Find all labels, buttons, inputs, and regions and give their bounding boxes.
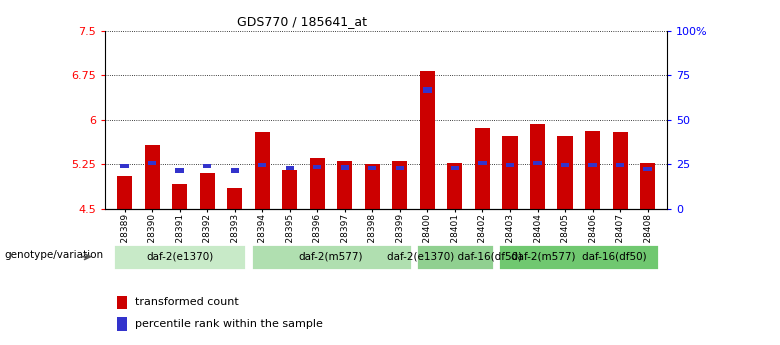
FancyBboxPatch shape <box>498 244 659 270</box>
FancyBboxPatch shape <box>250 244 412 270</box>
Bar <box>341 166 349 170</box>
Bar <box>478 161 487 166</box>
FancyBboxPatch shape <box>113 244 246 270</box>
Bar <box>172 184 187 209</box>
Text: daf-2(e1370): daf-2(e1370) <box>146 252 213 262</box>
Bar <box>395 166 404 170</box>
Bar <box>227 188 243 209</box>
Bar <box>203 164 211 168</box>
Bar <box>285 166 294 170</box>
Bar <box>116 296 126 309</box>
Bar <box>120 164 129 168</box>
Text: percentile rank within the sample: percentile rank within the sample <box>135 319 323 329</box>
Bar <box>200 173 215 209</box>
Bar <box>310 158 324 209</box>
Bar <box>368 166 377 170</box>
Bar <box>561 163 569 167</box>
Bar <box>116 317 126 331</box>
Bar <box>448 162 463 209</box>
Bar <box>313 165 321 169</box>
Bar <box>534 161 541 166</box>
Bar <box>365 164 380 209</box>
Bar <box>337 161 353 209</box>
Bar <box>392 161 407 209</box>
Bar <box>558 137 573 209</box>
Bar <box>505 162 514 167</box>
Bar <box>502 137 518 209</box>
Bar <box>475 128 490 209</box>
Bar <box>231 168 239 172</box>
Text: transformed count: transformed count <box>135 297 239 307</box>
Bar <box>424 87 431 93</box>
Title: GDS770 / 185641_at: GDS770 / 185641_at <box>237 16 367 29</box>
FancyBboxPatch shape <box>416 244 495 270</box>
Bar <box>254 132 270 209</box>
Text: daf-2(m577)  daf-16(df50): daf-2(m577) daf-16(df50) <box>511 252 647 262</box>
Bar <box>640 163 655 209</box>
Bar <box>644 167 652 171</box>
Bar <box>588 162 597 167</box>
Text: daf-2(e1370) daf-16(df50): daf-2(e1370) daf-16(df50) <box>388 252 523 262</box>
Bar <box>258 162 267 167</box>
Bar <box>612 132 628 209</box>
Bar <box>282 170 297 209</box>
Bar <box>176 168 184 172</box>
Bar <box>420 71 435 209</box>
Bar <box>144 145 160 209</box>
Text: genotype/variation: genotype/variation <box>4 250 103 260</box>
Bar <box>148 161 156 166</box>
Bar <box>451 166 459 170</box>
Bar <box>530 124 545 209</box>
Bar <box>117 176 132 209</box>
Text: daf-2(m577): daf-2(m577) <box>299 252 363 262</box>
Bar <box>585 130 600 209</box>
Bar <box>616 162 624 167</box>
